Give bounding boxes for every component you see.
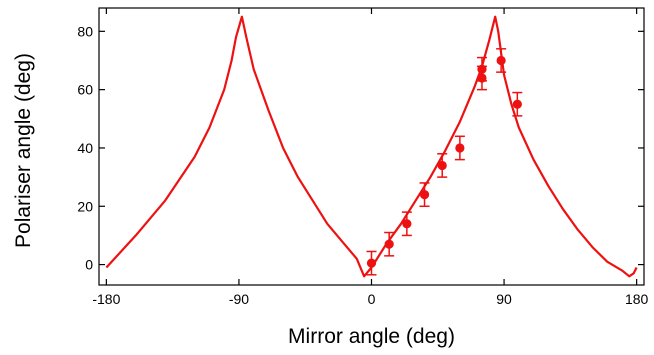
data-point [420,190,429,199]
x-axis-title: Mirror angle (deg) [288,325,455,348]
data-point [367,259,376,268]
x-tick-label: 0 [368,291,376,307]
data-point [497,56,506,65]
curve-layer [106,17,636,277]
data-point [438,161,447,170]
data-point [477,73,486,82]
model-curve-line [106,17,636,277]
x-tick-label: -90 [229,291,249,307]
y-tick-label: 80 [77,23,93,39]
plot-frame [99,8,644,285]
data-point [513,100,522,109]
y-tick-label: 0 [85,257,93,273]
data-point [385,240,394,249]
x-tick-label: -180 [92,291,120,307]
data-point [402,219,411,228]
y-axis-title: Polariser angle (deg) [12,53,35,248]
ticks-layer: -180 -90 0 90 180 0 20 40 60 80 [77,8,648,307]
x-tick-label: 180 [625,291,649,307]
x-tick-label: 90 [496,291,512,307]
y-tick-label: 40 [77,140,93,156]
y-tick-label: 60 [77,82,93,98]
data-point [455,143,464,152]
points-layer [367,49,523,275]
y-tick-label: 20 [77,198,93,214]
